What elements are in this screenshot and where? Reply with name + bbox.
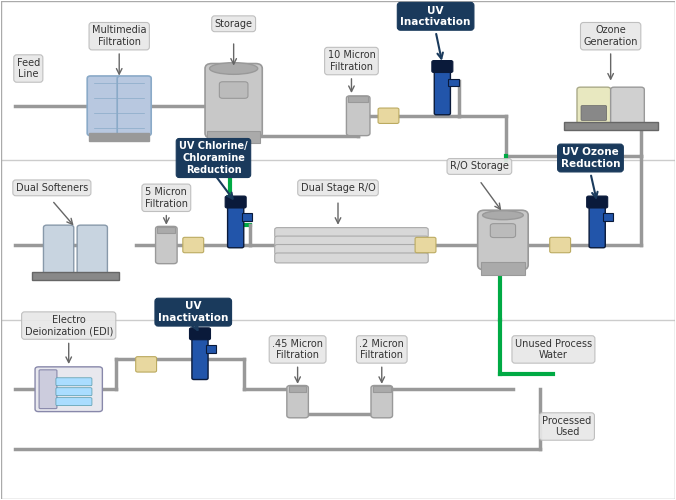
Text: Feed
Line: Feed Line: [17, 58, 40, 80]
Ellipse shape: [210, 62, 258, 74]
FancyBboxPatch shape: [56, 398, 92, 406]
FancyBboxPatch shape: [183, 238, 203, 252]
FancyBboxPatch shape: [35, 367, 102, 412]
FancyBboxPatch shape: [274, 228, 428, 237]
FancyBboxPatch shape: [136, 356, 157, 372]
Bar: [564, 122, 658, 130]
Bar: [32, 272, 119, 280]
Bar: [89, 133, 149, 140]
FancyBboxPatch shape: [274, 236, 428, 246]
Text: Processed
Used: Processed Used: [542, 416, 592, 438]
FancyBboxPatch shape: [432, 60, 453, 72]
Bar: [603, 214, 613, 221]
FancyBboxPatch shape: [39, 370, 57, 408]
FancyBboxPatch shape: [581, 106, 606, 120]
Text: 10 Micron
Filtration: 10 Micron Filtration: [328, 50, 375, 72]
Text: 5 Micron
Filtration: 5 Micron Filtration: [145, 187, 188, 208]
Text: Dual Softeners: Dual Softeners: [16, 183, 88, 193]
FancyBboxPatch shape: [378, 108, 399, 124]
Text: UV
Inactivation: UV Inactivation: [400, 6, 470, 27]
FancyBboxPatch shape: [550, 238, 571, 252]
FancyBboxPatch shape: [287, 386, 308, 418]
FancyBboxPatch shape: [434, 67, 450, 115]
Bar: [448, 79, 458, 86]
Bar: [481, 262, 525, 275]
FancyBboxPatch shape: [219, 82, 248, 98]
Bar: [206, 345, 216, 352]
FancyBboxPatch shape: [77, 225, 107, 275]
FancyBboxPatch shape: [228, 202, 244, 248]
Text: .45 Micron
Filtration: .45 Micron Filtration: [272, 338, 323, 360]
FancyBboxPatch shape: [587, 196, 608, 208]
Bar: [348, 96, 368, 102]
FancyBboxPatch shape: [56, 378, 92, 386]
Bar: [289, 386, 306, 392]
FancyBboxPatch shape: [274, 253, 428, 263]
Text: UV Ozone
Reduction: UV Ozone Reduction: [560, 147, 620, 169]
FancyBboxPatch shape: [189, 328, 210, 340]
Text: UV
Inactivation: UV Inactivation: [158, 302, 228, 323]
Bar: [158, 227, 175, 233]
Text: Dual Stage R/O: Dual Stage R/O: [301, 183, 375, 193]
Text: .2 Micron
Filtration: .2 Micron Filtration: [360, 338, 404, 360]
Ellipse shape: [483, 210, 523, 220]
FancyBboxPatch shape: [371, 386, 393, 418]
FancyBboxPatch shape: [43, 225, 74, 275]
Text: UV Chlorine/
Chloramine
Reduction: UV Chlorine/ Chloramine Reduction: [179, 142, 248, 174]
FancyBboxPatch shape: [478, 210, 528, 270]
FancyBboxPatch shape: [155, 226, 177, 264]
FancyBboxPatch shape: [117, 76, 151, 136]
FancyBboxPatch shape: [415, 238, 436, 252]
FancyBboxPatch shape: [577, 87, 610, 124]
Text: Electro
Deionization (EDI): Electro Deionization (EDI): [24, 315, 113, 336]
Text: Ozone
Generation: Ozone Generation: [583, 26, 638, 47]
Text: Storage: Storage: [215, 19, 253, 29]
FancyBboxPatch shape: [225, 196, 246, 208]
FancyBboxPatch shape: [192, 334, 208, 380]
Bar: [242, 214, 252, 221]
Bar: [208, 130, 260, 143]
FancyBboxPatch shape: [274, 244, 428, 254]
Bar: [373, 386, 391, 392]
FancyBboxPatch shape: [610, 87, 644, 124]
FancyBboxPatch shape: [346, 96, 370, 136]
FancyBboxPatch shape: [56, 388, 92, 396]
Text: R/O Storage: R/O Storage: [450, 162, 509, 172]
Text: Multimedia
Filtration: Multimedia Filtration: [92, 26, 147, 47]
FancyBboxPatch shape: [205, 64, 262, 138]
FancyBboxPatch shape: [490, 224, 516, 237]
Text: Unused Process
Water: Unused Process Water: [515, 338, 592, 360]
FancyBboxPatch shape: [589, 202, 605, 248]
FancyBboxPatch shape: [87, 76, 121, 136]
